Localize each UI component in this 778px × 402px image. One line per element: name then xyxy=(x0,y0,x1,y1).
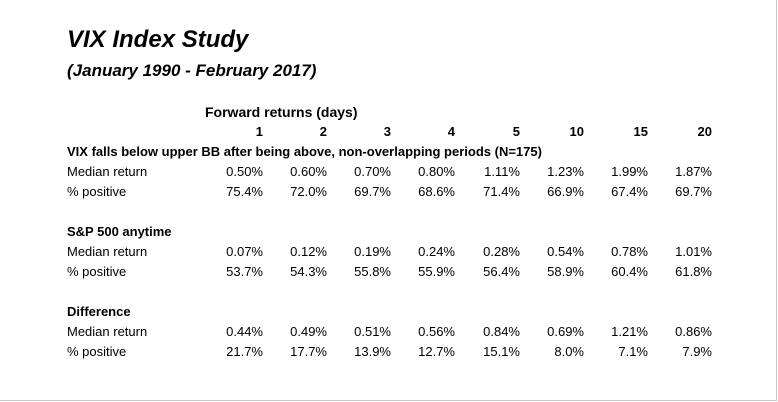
table-cell: 53.7% xyxy=(226,264,263,279)
forward-returns-label: Forward returns (days) xyxy=(205,104,358,120)
study-subtitle: (January 1990 - February 2017) xyxy=(67,61,317,80)
row-label: % positive xyxy=(67,184,127,199)
section-heading-row: S&P 500 anytime xyxy=(0,224,778,244)
table-cell: 12.7% xyxy=(418,344,455,359)
table-cell: 60.4% xyxy=(611,264,648,279)
table-cell: 1.87% xyxy=(675,164,712,179)
row-label: % positive xyxy=(67,264,127,279)
table-cell: 1.11% xyxy=(484,164,520,179)
table-cell: 1.99% xyxy=(611,164,648,179)
table-cell: 0.28% xyxy=(483,244,520,259)
table-row: Median return 0.44% 0.49% 0.51% 0.56% 0.… xyxy=(0,324,778,344)
study-title: VIX Index Study xyxy=(67,26,249,53)
period-header: 2 xyxy=(319,124,327,139)
table-cell: 68.6% xyxy=(418,184,455,199)
table-row: Median return 0.07% 0.12% 0.19% 0.24% 0.… xyxy=(0,244,778,264)
table-cell: 7.1% xyxy=(618,344,648,359)
table-cell: 0.54% xyxy=(547,244,584,259)
table-cell: 15.1% xyxy=(483,344,520,359)
row-label: Median return xyxy=(67,324,148,339)
table-cell: 69.7% xyxy=(675,184,712,199)
period-header: 5 xyxy=(512,124,520,139)
table-cell: 75.4% xyxy=(226,184,263,199)
table-cell: 58.9% xyxy=(547,264,584,279)
table-cell: 0.60% xyxy=(290,164,327,179)
period-header: 15 xyxy=(633,124,648,139)
table-cell: 67.4% xyxy=(611,184,648,199)
table-row: % positive 53.7% 54.3% 55.8% 55.9% 56.4%… xyxy=(0,264,778,284)
table-cell: 72.0% xyxy=(290,184,327,199)
table-cell: 7.9% xyxy=(682,344,712,359)
table-row: Median return 0.50% 0.60% 0.70% 0.80% 1.… xyxy=(0,164,778,184)
row-label: Median return xyxy=(67,244,148,259)
table-cell: 0.12% xyxy=(290,244,327,259)
table-cell: 54.3% xyxy=(290,264,327,279)
table-cell: 0.19% xyxy=(354,244,391,259)
table-cell: 0.78% xyxy=(611,244,648,259)
table-cell: 8.0% xyxy=(554,344,584,359)
table-cell: 1.01% xyxy=(675,244,712,259)
section-heading: Difference xyxy=(67,304,131,319)
section-heading: S&P 500 anytime xyxy=(67,224,172,239)
table-cell: 0.86% xyxy=(675,324,712,339)
table-cell: 0.49% xyxy=(290,324,327,339)
period-header: 4 xyxy=(447,124,455,139)
table-cell: 1.23% xyxy=(547,164,584,179)
period-header: 20 xyxy=(697,124,712,139)
table-cell: 0.24% xyxy=(418,244,455,259)
table-cell: 13.9% xyxy=(354,344,391,359)
table-cell: 56.4% xyxy=(483,264,520,279)
table-cell: 0.80% xyxy=(418,164,455,179)
table-cell: 71.4% xyxy=(483,184,520,199)
table-cell: 66.9% xyxy=(547,184,584,199)
section-heading-row: VIX falls below upper BB after being abo… xyxy=(0,144,778,164)
table-cell: 0.51% xyxy=(354,324,391,339)
table-cell: 0.84% xyxy=(483,324,520,339)
table-cell: 1.21% xyxy=(611,324,648,339)
table-row: % positive 21.7% 17.7% 13.9% 12.7% 15.1%… xyxy=(0,344,778,364)
table-cell: 69.7% xyxy=(354,184,391,199)
period-header: 3 xyxy=(383,124,391,139)
period-header-row: 1 2 3 4 5 10 15 20 xyxy=(0,124,778,144)
table-cell: 0.69% xyxy=(547,324,584,339)
period-header: 1 xyxy=(255,124,263,139)
section-heading: VIX falls below upper BB after being abo… xyxy=(67,144,542,159)
table-cell: 17.7% xyxy=(290,344,327,359)
table-cell: 55.9% xyxy=(418,264,455,279)
table-cell: 0.07% xyxy=(226,244,263,259)
table-cell: 55.8% xyxy=(354,264,391,279)
table-row: % positive 75.4% 72.0% 69.7% 68.6% 71.4%… xyxy=(0,184,778,204)
table-cell: 0.44% xyxy=(226,324,263,339)
row-label: Median return xyxy=(67,164,148,179)
table-cell: 0.56% xyxy=(418,324,455,339)
table-cell: 0.50% xyxy=(226,164,263,179)
table-cell: 21.7% xyxy=(226,344,263,359)
row-label: % positive xyxy=(67,344,127,359)
period-header: 10 xyxy=(569,124,584,139)
section-heading-row: Difference xyxy=(0,304,778,324)
table-cell: 0.70% xyxy=(354,164,391,179)
table-cell: 61.8% xyxy=(675,264,712,279)
